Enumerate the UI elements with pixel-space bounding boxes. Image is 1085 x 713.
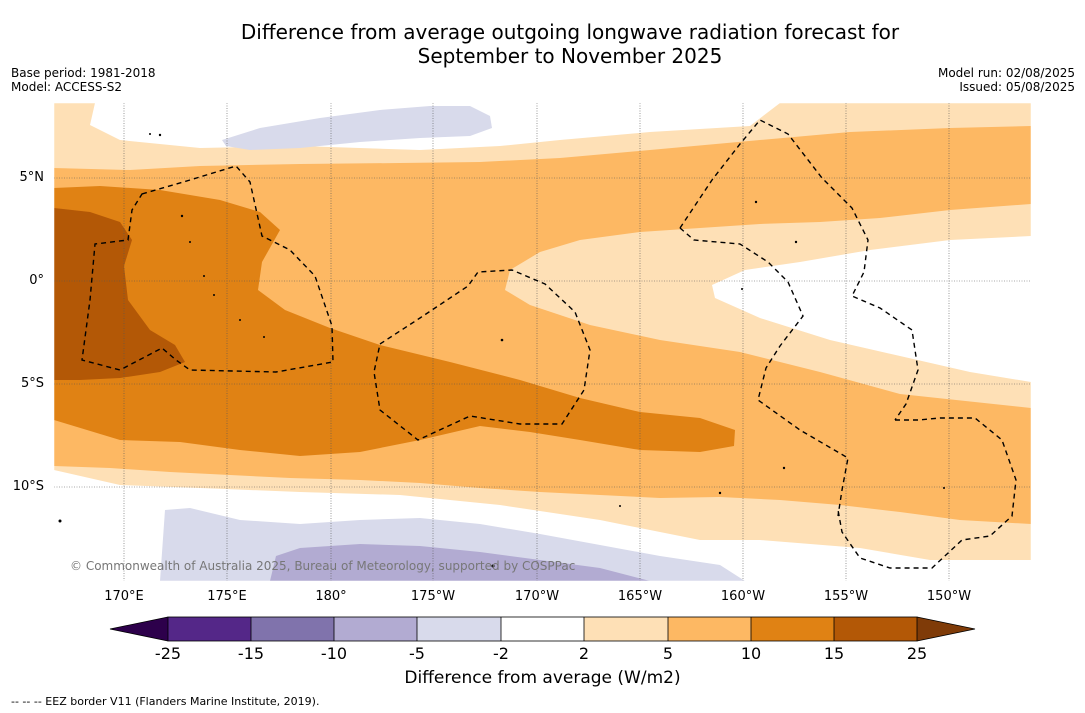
colorbar-label: Difference from average (W/m2) bbox=[404, 668, 681, 688]
neutral-east-tongue bbox=[712, 236, 1031, 382]
colorbar-cell bbox=[334, 617, 417, 641]
colorbar-cell bbox=[251, 617, 334, 641]
colorbar-tick: 15 bbox=[823, 644, 845, 663]
colorbar-extend-min bbox=[110, 617, 168, 641]
lon-label-150w: 150°W bbox=[926, 589, 972, 604]
gridlines bbox=[54, 103, 1031, 581]
base-period: Base period: 1981-2018 bbox=[11, 66, 156, 80]
lon-label-180: 180° bbox=[315, 589, 347, 604]
model-name: Model: ACCESS-S2 bbox=[11, 80, 123, 94]
lon-label-175e: 175°E bbox=[207, 589, 247, 604]
colorbar-cell bbox=[668, 617, 751, 641]
colorbar-tick: 10 bbox=[740, 644, 762, 663]
colorbar-cell bbox=[834, 617, 917, 641]
lon-label-155w: 155°W bbox=[823, 589, 869, 604]
colorbar-tick: -2 bbox=[493, 644, 509, 663]
colorbar-cell bbox=[417, 617, 501, 641]
colorbar-tick: 2 bbox=[578, 644, 590, 663]
lon-label-170w: 170°W bbox=[514, 589, 560, 604]
colorbar-tick: -15 bbox=[237, 644, 265, 663]
meta-right: Model run: 02/08/2025 Issued: 05/08/2025 bbox=[938, 66, 1075, 94]
colorbar-tick: -5 bbox=[409, 644, 425, 663]
colorbar-cell bbox=[501, 617, 584, 641]
colorbar-cell bbox=[168, 617, 251, 641]
colorbar-cell bbox=[584, 617, 668, 641]
copyright-notice: © Commonwealth of Australia 2025, Bureau… bbox=[70, 559, 576, 573]
lat-label-0: 0° bbox=[29, 273, 44, 288]
colorbar-tick: -10 bbox=[320, 644, 348, 663]
lon-label-160w: 160°W bbox=[720, 589, 766, 604]
island-markers bbox=[58, 133, 945, 568]
eez-footnote: -- -- -- EEZ border V11 (Flanders Marine… bbox=[11, 695, 320, 708]
contour-neg-south-deep bbox=[270, 544, 650, 581]
colorbar-cell bbox=[751, 617, 834, 641]
lon-label-165w: 165°W bbox=[617, 589, 663, 604]
meta-left: Base period: 1981-2018 Model: ACCESS-S2 bbox=[11, 66, 156, 94]
lon-label-170e: 170°E bbox=[104, 589, 144, 604]
lat-label-5n: 5°N bbox=[19, 170, 45, 185]
map-frame bbox=[53, 102, 1032, 582]
anomaly-field bbox=[54, 103, 1031, 581]
eez-borders bbox=[81, 119, 1017, 569]
colorbar bbox=[109, 616, 976, 642]
lat-label-5s: 5°S bbox=[20, 376, 44, 391]
lon-label-175w: 175°W bbox=[410, 589, 456, 604]
colorbar-tick: -25 bbox=[154, 644, 182, 663]
title-line-1: Difference from average outgoing longwav… bbox=[240, 20, 900, 44]
colorbar-tick: 5 bbox=[662, 644, 674, 663]
title-line-2: September to November 2025 bbox=[417, 44, 723, 68]
colorbar-extend-max bbox=[917, 617, 975, 641]
contour-10-15 bbox=[54, 186, 735, 456]
contour-15-25 bbox=[54, 208, 185, 380]
colorbar-tick: 25 bbox=[906, 644, 928, 663]
lat-label-10s: 10°S bbox=[12, 479, 44, 494]
model-run: Model run: 02/08/2025 bbox=[937, 66, 1075, 80]
contour-neg-north bbox=[222, 106, 492, 150]
issued-date: Issued: 05/08/2025 bbox=[959, 80, 1075, 94]
map-title: Difference from average outgoing longwav… bbox=[0, 20, 1085, 68]
